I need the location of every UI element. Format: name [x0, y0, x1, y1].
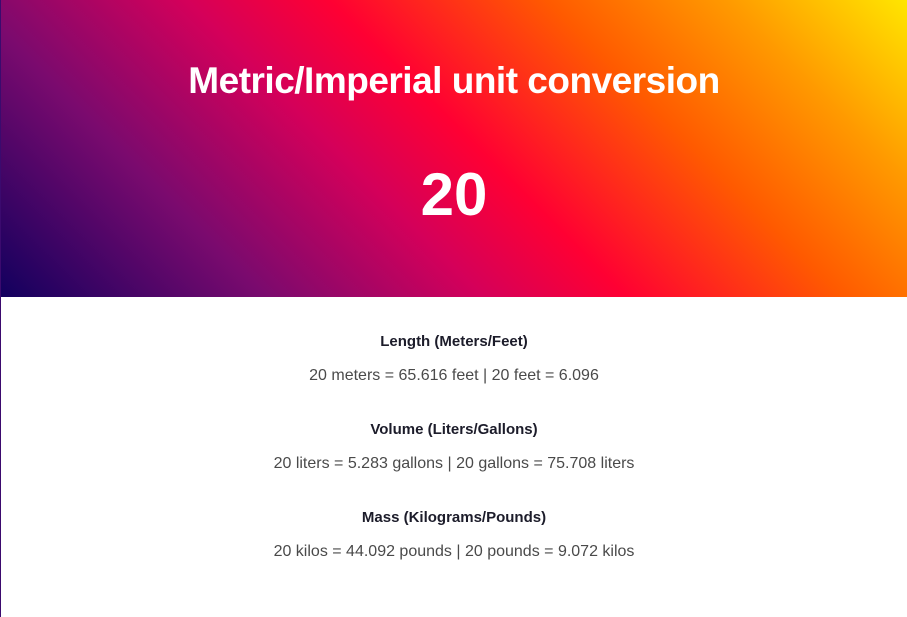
mass-conversion-section: Mass (Kilograms/Pounds) 20 kilos = 44.09…	[1, 508, 907, 562]
volume-conversion-text: 20 liters = 5.283 gallons | 20 gallons =…	[273, 455, 635, 472]
length-section-title: Length (Meters/Feet)	[380, 333, 528, 350]
volume-conversion-section: Volume (Liters/Gallons) 20 liters = 5.28…	[1, 420, 907, 474]
mass-conversion-text: 20 kilos = 44.092 pounds | 20 pounds = 9…	[273, 543, 635, 560]
mass-section-title: Mass (Kilograms/Pounds)	[361, 509, 547, 526]
hero-banner: Metric/Imperial unit conversion 20	[1, 0, 907, 297]
volume-section-title: Volume (Liters/Gallons)	[370, 421, 538, 438]
length-conversion-text: 20 meters = 65.616 feet | 20 feet = 6.09…	[309, 367, 599, 384]
length-conversion-section: Length (Meters/Feet) 20 meters = 65.616 …	[1, 332, 907, 386]
input-value-display[interactable]: 20	[420, 161, 488, 228]
page-title: Metric/Imperial unit conversion	[188, 60, 720, 101]
